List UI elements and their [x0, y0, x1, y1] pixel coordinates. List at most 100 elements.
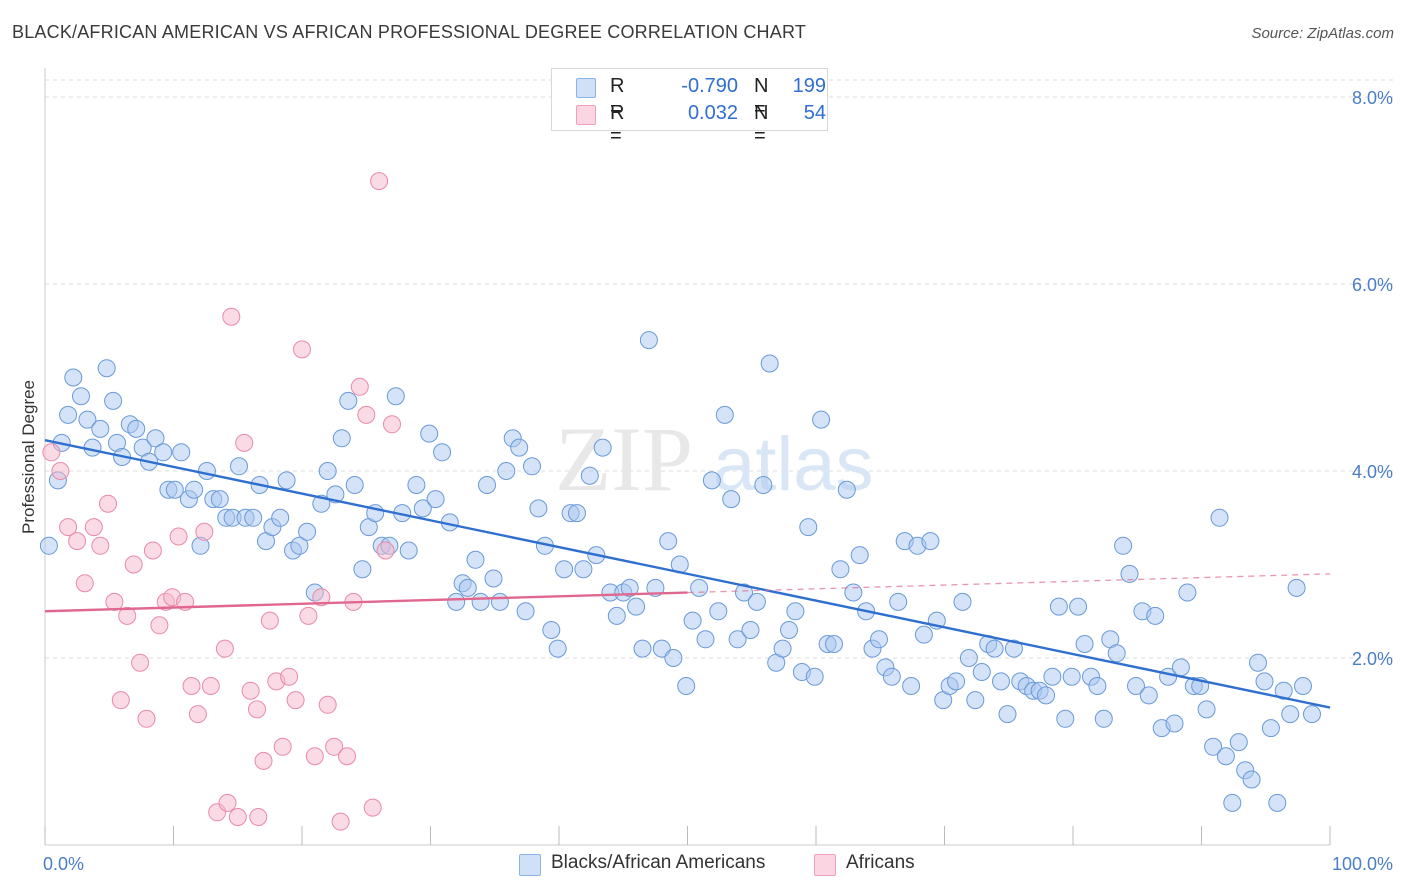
gridlines: [45, 79, 1395, 659]
data-point: [447, 592, 466, 611]
data-point: [222, 307, 241, 326]
data-point: [574, 560, 593, 579]
data-point: [805, 667, 824, 686]
data-point: [1229, 733, 1248, 752]
data-point: [516, 602, 535, 621]
data-point: [542, 621, 561, 639]
data-point: [1216, 747, 1235, 766]
y-tick-label: 2.0%: [1352, 649, 1393, 669]
data-point: [690, 578, 709, 597]
data-point: [1294, 677, 1312, 695]
data-point: [146, 429, 165, 448]
data-point: [1268, 793, 1287, 812]
data-point: [331, 812, 350, 831]
data-point: [1210, 508, 1229, 527]
data-point: [271, 508, 290, 527]
data-point: [1274, 681, 1293, 700]
data-point: [882, 667, 901, 686]
data-point: [458, 578, 477, 597]
legend-label: Blacks/African Americans: [551, 852, 766, 873]
data-point: [64, 368, 83, 387]
data-point: [182, 677, 201, 695]
data-point: [1094, 709, 1113, 728]
data-point: [254, 751, 273, 770]
legend-label: Africans: [846, 852, 915, 873]
data-point: [914, 625, 933, 644]
data-point: [241, 681, 260, 700]
data-point: [902, 677, 921, 695]
data-point: [59, 518, 78, 537]
data-point: [715, 405, 734, 424]
data-point: [293, 340, 311, 359]
data-point: [235, 433, 254, 452]
y-tick-label: 8.0%: [1352, 88, 1393, 108]
trend-line: [44, 591, 688, 613]
data-point: [433, 443, 452, 462]
data-point: [350, 377, 369, 396]
data-point: [420, 424, 439, 443]
trend-line-extension: [687, 573, 1331, 594]
series-africans: [42, 172, 401, 831]
data-point: [709, 602, 728, 621]
data-point: [529, 499, 548, 518]
data-point: [215, 639, 234, 658]
trend-line: [44, 438, 1331, 709]
data-point: [51, 462, 70, 480]
data-point: [1056, 709, 1075, 728]
data-point: [210, 490, 229, 509]
data-point: [992, 672, 1010, 691]
n-label: N =: [754, 75, 769, 120]
data-point: [1139, 686, 1158, 705]
data-point: [345, 476, 364, 494]
data-point: [985, 639, 1004, 658]
data-point: [735, 583, 753, 602]
data-point: [363, 798, 382, 817]
data-point: [195, 522, 214, 541]
data-point: [127, 419, 146, 438]
series-blacks-african-americans: [39, 331, 1321, 812]
data-point: [72, 387, 90, 406]
data-point: [249, 808, 268, 826]
legend-swatch-pink: [576, 105, 596, 125]
data-point: [169, 527, 188, 546]
data-point: [921, 532, 940, 551]
data-point: [218, 793, 237, 812]
data-point: [353, 560, 372, 579]
data-point: [228, 808, 247, 826]
data-point: [172, 443, 191, 462]
data-point: [1043, 667, 1062, 686]
data-point: [497, 462, 516, 480]
stats-legend: R = -0.790 N = 199 R = 0.032 N = 54: [551, 68, 828, 147]
data-point: [305, 747, 324, 766]
data-point: [620, 578, 639, 597]
data-point: [696, 630, 715, 649]
data-point: [370, 172, 389, 191]
data-point: [1249, 653, 1267, 672]
data-point: [248, 700, 266, 719]
data-point: [484, 569, 503, 588]
data-point: [104, 391, 123, 410]
data-point: [953, 592, 972, 611]
data-point: [399, 541, 418, 560]
data-point: [413, 499, 432, 518]
data-point: [230, 457, 248, 476]
data-point: [1107, 644, 1126, 663]
y-axis-label: Professional Degree: [19, 380, 38, 534]
data-point: [510, 438, 529, 457]
data-point: [99, 494, 117, 513]
data-point: [244, 508, 263, 527]
data-point: [78, 410, 97, 429]
data-point: [466, 550, 485, 569]
data-point: [870, 630, 888, 649]
data-point: [339, 391, 358, 410]
data-point: [299, 606, 318, 625]
data-point: [568, 504, 586, 523]
source-label: Source: ZipAtlas.com: [1251, 25, 1394, 42]
data-point: [825, 635, 843, 653]
data-point: [137, 709, 156, 728]
data-point: [1255, 672, 1274, 691]
data-point: [312, 588, 331, 607]
data-point: [702, 471, 721, 490]
data-point: [1281, 705, 1300, 724]
n-value: 199: [792, 75, 826, 97]
